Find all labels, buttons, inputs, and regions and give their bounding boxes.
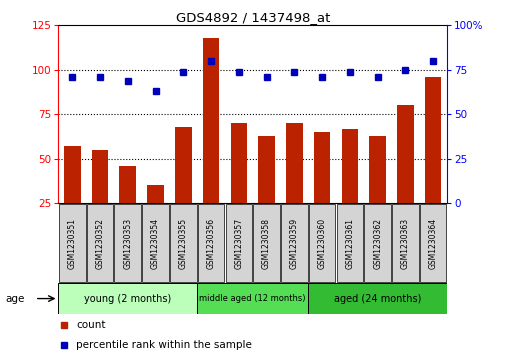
Bar [286, 123, 303, 203]
Text: GSM1230360: GSM1230360 [318, 218, 327, 269]
Bar [87, 204, 113, 282]
Text: GSM1230363: GSM1230363 [401, 218, 410, 269]
Text: GSM1230356: GSM1230356 [207, 218, 215, 269]
Bar [392, 204, 419, 282]
Bar [226, 204, 252, 282]
Text: GSM1230358: GSM1230358 [262, 218, 271, 269]
Bar [114, 204, 141, 282]
Bar [231, 123, 247, 203]
Text: GSM1230355: GSM1230355 [179, 218, 188, 269]
Text: GSM1230352: GSM1230352 [96, 218, 105, 269]
Bar [253, 204, 280, 282]
Bar [203, 38, 219, 203]
Text: GSM1230364: GSM1230364 [429, 218, 438, 269]
Bar [314, 132, 330, 203]
Bar [64, 146, 81, 203]
Bar [281, 204, 308, 282]
Bar [170, 204, 197, 282]
Bar [92, 150, 108, 203]
Bar [197, 283, 308, 314]
Text: age: age [5, 294, 24, 303]
Bar [308, 283, 447, 314]
Text: GSM1230357: GSM1230357 [234, 218, 243, 269]
Bar [341, 129, 358, 203]
Text: percentile rank within the sample: percentile rank within the sample [76, 340, 252, 350]
Bar [420, 204, 447, 282]
Text: GSM1230362: GSM1230362 [373, 218, 382, 269]
Bar [58, 283, 197, 314]
Text: aged (24 months): aged (24 months) [334, 294, 421, 303]
Bar [425, 77, 441, 203]
Bar [119, 166, 136, 203]
Text: GSM1230354: GSM1230354 [151, 218, 160, 269]
Bar [175, 127, 192, 203]
Bar [142, 204, 169, 282]
Bar [369, 136, 386, 203]
Text: GSM1230359: GSM1230359 [290, 218, 299, 269]
Bar [397, 105, 414, 203]
Text: GSM1230361: GSM1230361 [345, 218, 355, 269]
Bar [309, 204, 335, 282]
Text: GSM1230351: GSM1230351 [68, 218, 77, 269]
Text: middle aged (12 months): middle aged (12 months) [200, 294, 306, 303]
Bar [198, 204, 225, 282]
Title: GDS4892 / 1437498_at: GDS4892 / 1437498_at [176, 11, 330, 24]
Text: count: count [76, 320, 105, 330]
Bar [337, 204, 363, 282]
Bar [364, 204, 391, 282]
Text: GSM1230353: GSM1230353 [123, 218, 132, 269]
Bar [59, 204, 86, 282]
Bar [147, 185, 164, 203]
Text: young (2 months): young (2 months) [84, 294, 171, 303]
Bar [258, 136, 275, 203]
